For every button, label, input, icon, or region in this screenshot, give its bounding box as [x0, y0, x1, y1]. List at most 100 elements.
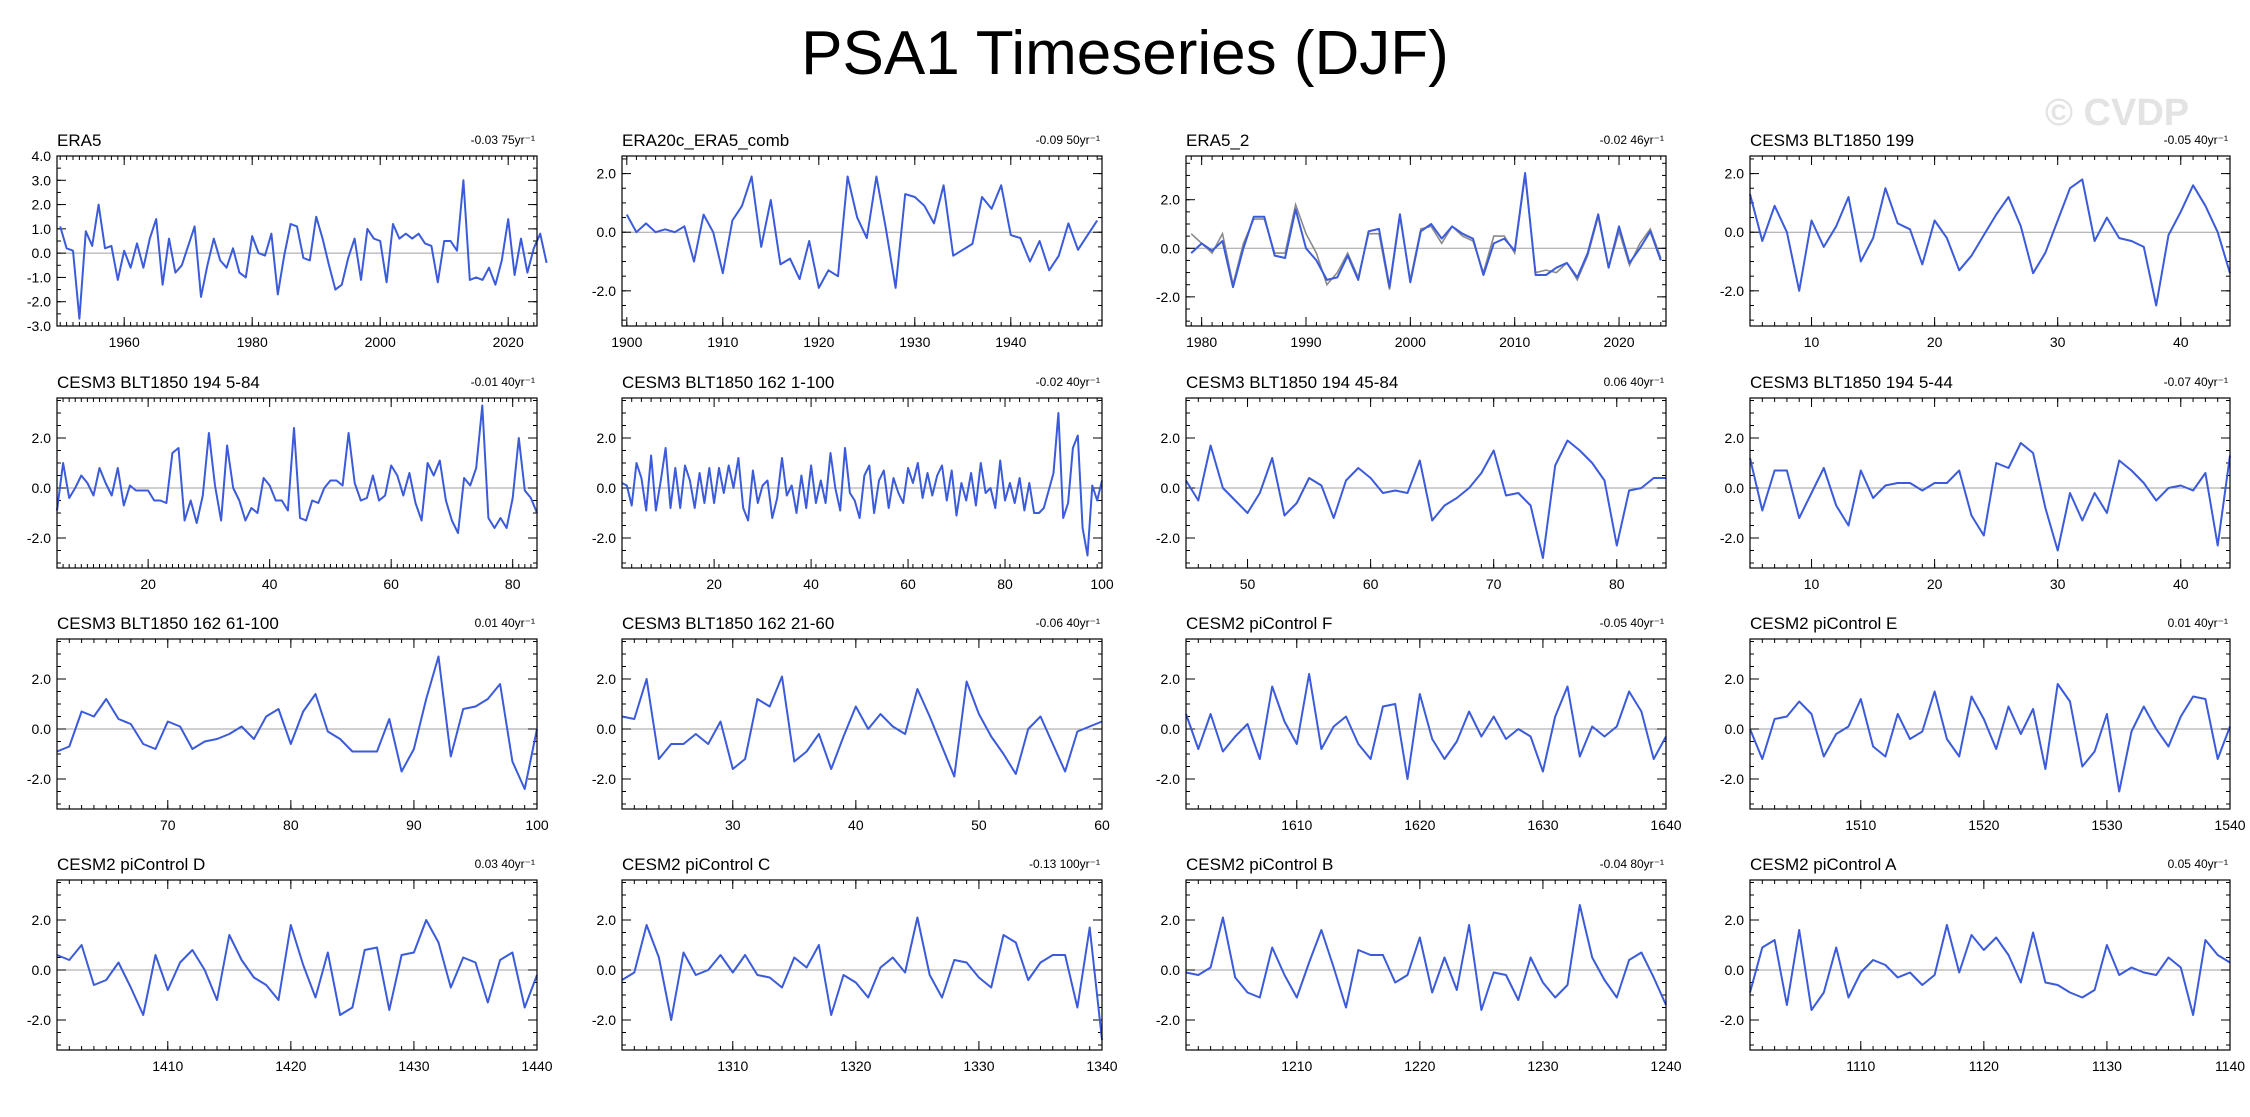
x-tick-label: 2020: [1603, 334, 1634, 350]
series-line: [1749, 442, 2231, 552]
panel-title: CESM3 BLT1850 199: [1750, 131, 1914, 150]
y-tick-label: 2.0: [1725, 430, 1745, 446]
plot-frame: [1749, 397, 2231, 569]
x-tick-label: 1240: [1650, 1058, 1681, 1074]
cvdp-watermark: © CVDP: [2045, 92, 2190, 134]
chart-panel: CESM2 piControl B -0.04 80yr⁻¹ -2.0 0.0 2.0 1…: [1156, 855, 1682, 1074]
x-tick-label: 60: [1094, 817, 1110, 833]
y-tick-label: 1.0: [32, 221, 52, 237]
plot-frame: [621, 397, 1103, 569]
panel-title: CESM3 BLT1850 162 21-60: [622, 614, 834, 633]
panel-trend-label: -0.13 100yr⁻¹: [1029, 857, 1100, 871]
y-tick-label: 4.0: [32, 148, 52, 164]
chart-panel: CESM3 BLT1850 194 5-84 -0.01 40yr⁻¹ -2.0 0.…: [27, 373, 538, 592]
y-tick-label: 0.0: [32, 245, 52, 261]
series-line: [1185, 673, 1667, 780]
x-tick-label: 30: [725, 817, 741, 833]
chart-panel: CESM2 piControl C -0.13 100yr⁻¹ -2.0 0.0 2.0…: [592, 855, 1118, 1074]
series-line: [621, 412, 1103, 557]
y-tick-label: 0.0: [1161, 962, 1181, 978]
x-tick-label: 1330: [963, 1058, 994, 1074]
plot-frame: [56, 155, 538, 327]
plot-frame: [1185, 638, 1667, 810]
x-tick-label: 1420: [275, 1058, 306, 1074]
series-line: [1749, 178, 2231, 307]
y-tick-label: 2.0: [597, 912, 617, 928]
x-tick-label: 1120: [1969, 1058, 1999, 1074]
y-tick-label: 0.0: [1725, 224, 1745, 240]
x-tick-label: 1630: [1527, 817, 1558, 833]
y-tick-label: -2.0: [1156, 771, 1180, 787]
panel-title: CESM2 piControl A: [1750, 855, 1897, 874]
x-tick-label: 1640: [1650, 817, 1681, 833]
y-tick-label: 0.0: [597, 721, 617, 737]
panel-trend-label: -0.05 40yr⁻¹: [2164, 133, 2228, 147]
x-tick-label: 1990: [1290, 334, 1321, 350]
page-title: PSA1 Timeseries (DJF): [801, 19, 1449, 88]
y-tick-label: 2.0: [32, 430, 52, 446]
x-tick-label: 1410: [152, 1058, 183, 1074]
x-tick-label: 60: [1363, 576, 1379, 592]
plot-frame: [1749, 638, 2231, 810]
series-line: [1749, 683, 2231, 793]
y-tick-label: -2.0: [27, 530, 51, 546]
plot-frame: [56, 638, 538, 810]
y-tick-label: 0.0: [32, 721, 52, 737]
y-tick-label: -2.0: [1720, 771, 1744, 787]
x-tick-label: 2010: [1499, 334, 1530, 350]
x-tick-label: 30: [2050, 576, 2066, 592]
chart-panel: CESM3 BLT1850 162 21-60 -0.06 40yr⁻¹ -2.0 0…: [592, 614, 1110, 833]
y-tick-label: 0.0: [597, 962, 617, 978]
y-tick-label: 2.0: [32, 197, 52, 213]
x-tick-label: 1980: [237, 334, 268, 350]
y-tick-label: 2.0: [1161, 912, 1181, 928]
y-tick-label: 0.0: [1725, 480, 1745, 496]
x-tick-label: 90: [406, 817, 422, 833]
y-tick-label: 2.0: [32, 671, 52, 687]
chart-panel: CESM2 piControl D 0.03 40yr⁻¹ -2.0 0.0 2.0 14…: [27, 855, 553, 1074]
y-tick-label: 0.0: [1161, 480, 1181, 496]
plot-frame: [621, 155, 1103, 327]
x-tick-label: 70: [1486, 576, 1502, 592]
plot-frame: [1749, 879, 2231, 1051]
x-tick-label: 40: [848, 817, 864, 833]
y-tick-label: -1.0: [27, 269, 51, 285]
x-tick-label: 1980: [1186, 334, 1217, 350]
x-tick-label: 40: [262, 576, 278, 592]
y-tick-label: 2.0: [1161, 192, 1181, 208]
x-tick-label: 20: [140, 576, 156, 592]
x-tick-label: 20: [1927, 576, 1943, 592]
x-tick-label: 1140: [2215, 1058, 2245, 1074]
chart-panel: CESM3 BLT1850 162 1-100 -0.02 40yr⁻¹ -2.0 0…: [592, 373, 1114, 592]
chart-panel: CESM3 BLT1850 194 5-44 -0.07 40yr⁻¹ -2.0 0.…: [1720, 373, 2231, 592]
series-line: [1185, 904, 1667, 1011]
panel-trend-label: 0.05 40yr⁻¹: [2168, 857, 2228, 871]
panel-title: CESM3 BLT1850 162 61-100: [57, 614, 279, 633]
y-tick-label: 0.0: [32, 480, 52, 496]
panel-title: CESM3 BLT1850 194 45-84: [1186, 373, 1398, 392]
x-tick-label: 1340: [1086, 1058, 1117, 1074]
x-tick-label: 1620: [1404, 817, 1435, 833]
y-tick-label: 0.0: [597, 224, 617, 240]
chart-panel: CESM3 BLT1850 199 -0.05 40yr⁻¹ -2.0 0.0 2.0 1…: [1720, 131, 2231, 350]
y-tick-label: 0.0: [597, 480, 617, 496]
x-tick-label: 1230: [1527, 1058, 1558, 1074]
x-tick-label: 40: [2173, 334, 2189, 350]
y-tick-label: -3.0: [27, 318, 51, 334]
series-line: [625, 175, 1099, 289]
panel-title: CESM3 BLT1850 194 5-44: [1750, 373, 1953, 392]
y-tick-label: -2.0: [27, 771, 51, 787]
x-tick-label: 1910: [707, 334, 738, 350]
panel-trend-label: 0.01 40yr⁻¹: [2168, 616, 2228, 630]
x-tick-label: 2020: [493, 334, 524, 350]
x-tick-label: 1430: [398, 1058, 429, 1074]
x-tick-label: 100: [1090, 576, 1114, 592]
plot-frame: [1185, 397, 1667, 569]
chart-panel: ERA5 -0.03 75yr⁻¹ -3.0 -2.0 -1.0 0.0 1.0 2.0 3.0…: [27, 131, 548, 350]
x-tick-label: 80: [505, 576, 521, 592]
y-tick-label: 0.0: [1725, 962, 1745, 978]
x-tick-label: 1220: [1404, 1058, 1435, 1074]
x-tick-label: 50: [971, 817, 987, 833]
panel-trend-label: -0.03 75yr⁻¹: [471, 133, 535, 147]
